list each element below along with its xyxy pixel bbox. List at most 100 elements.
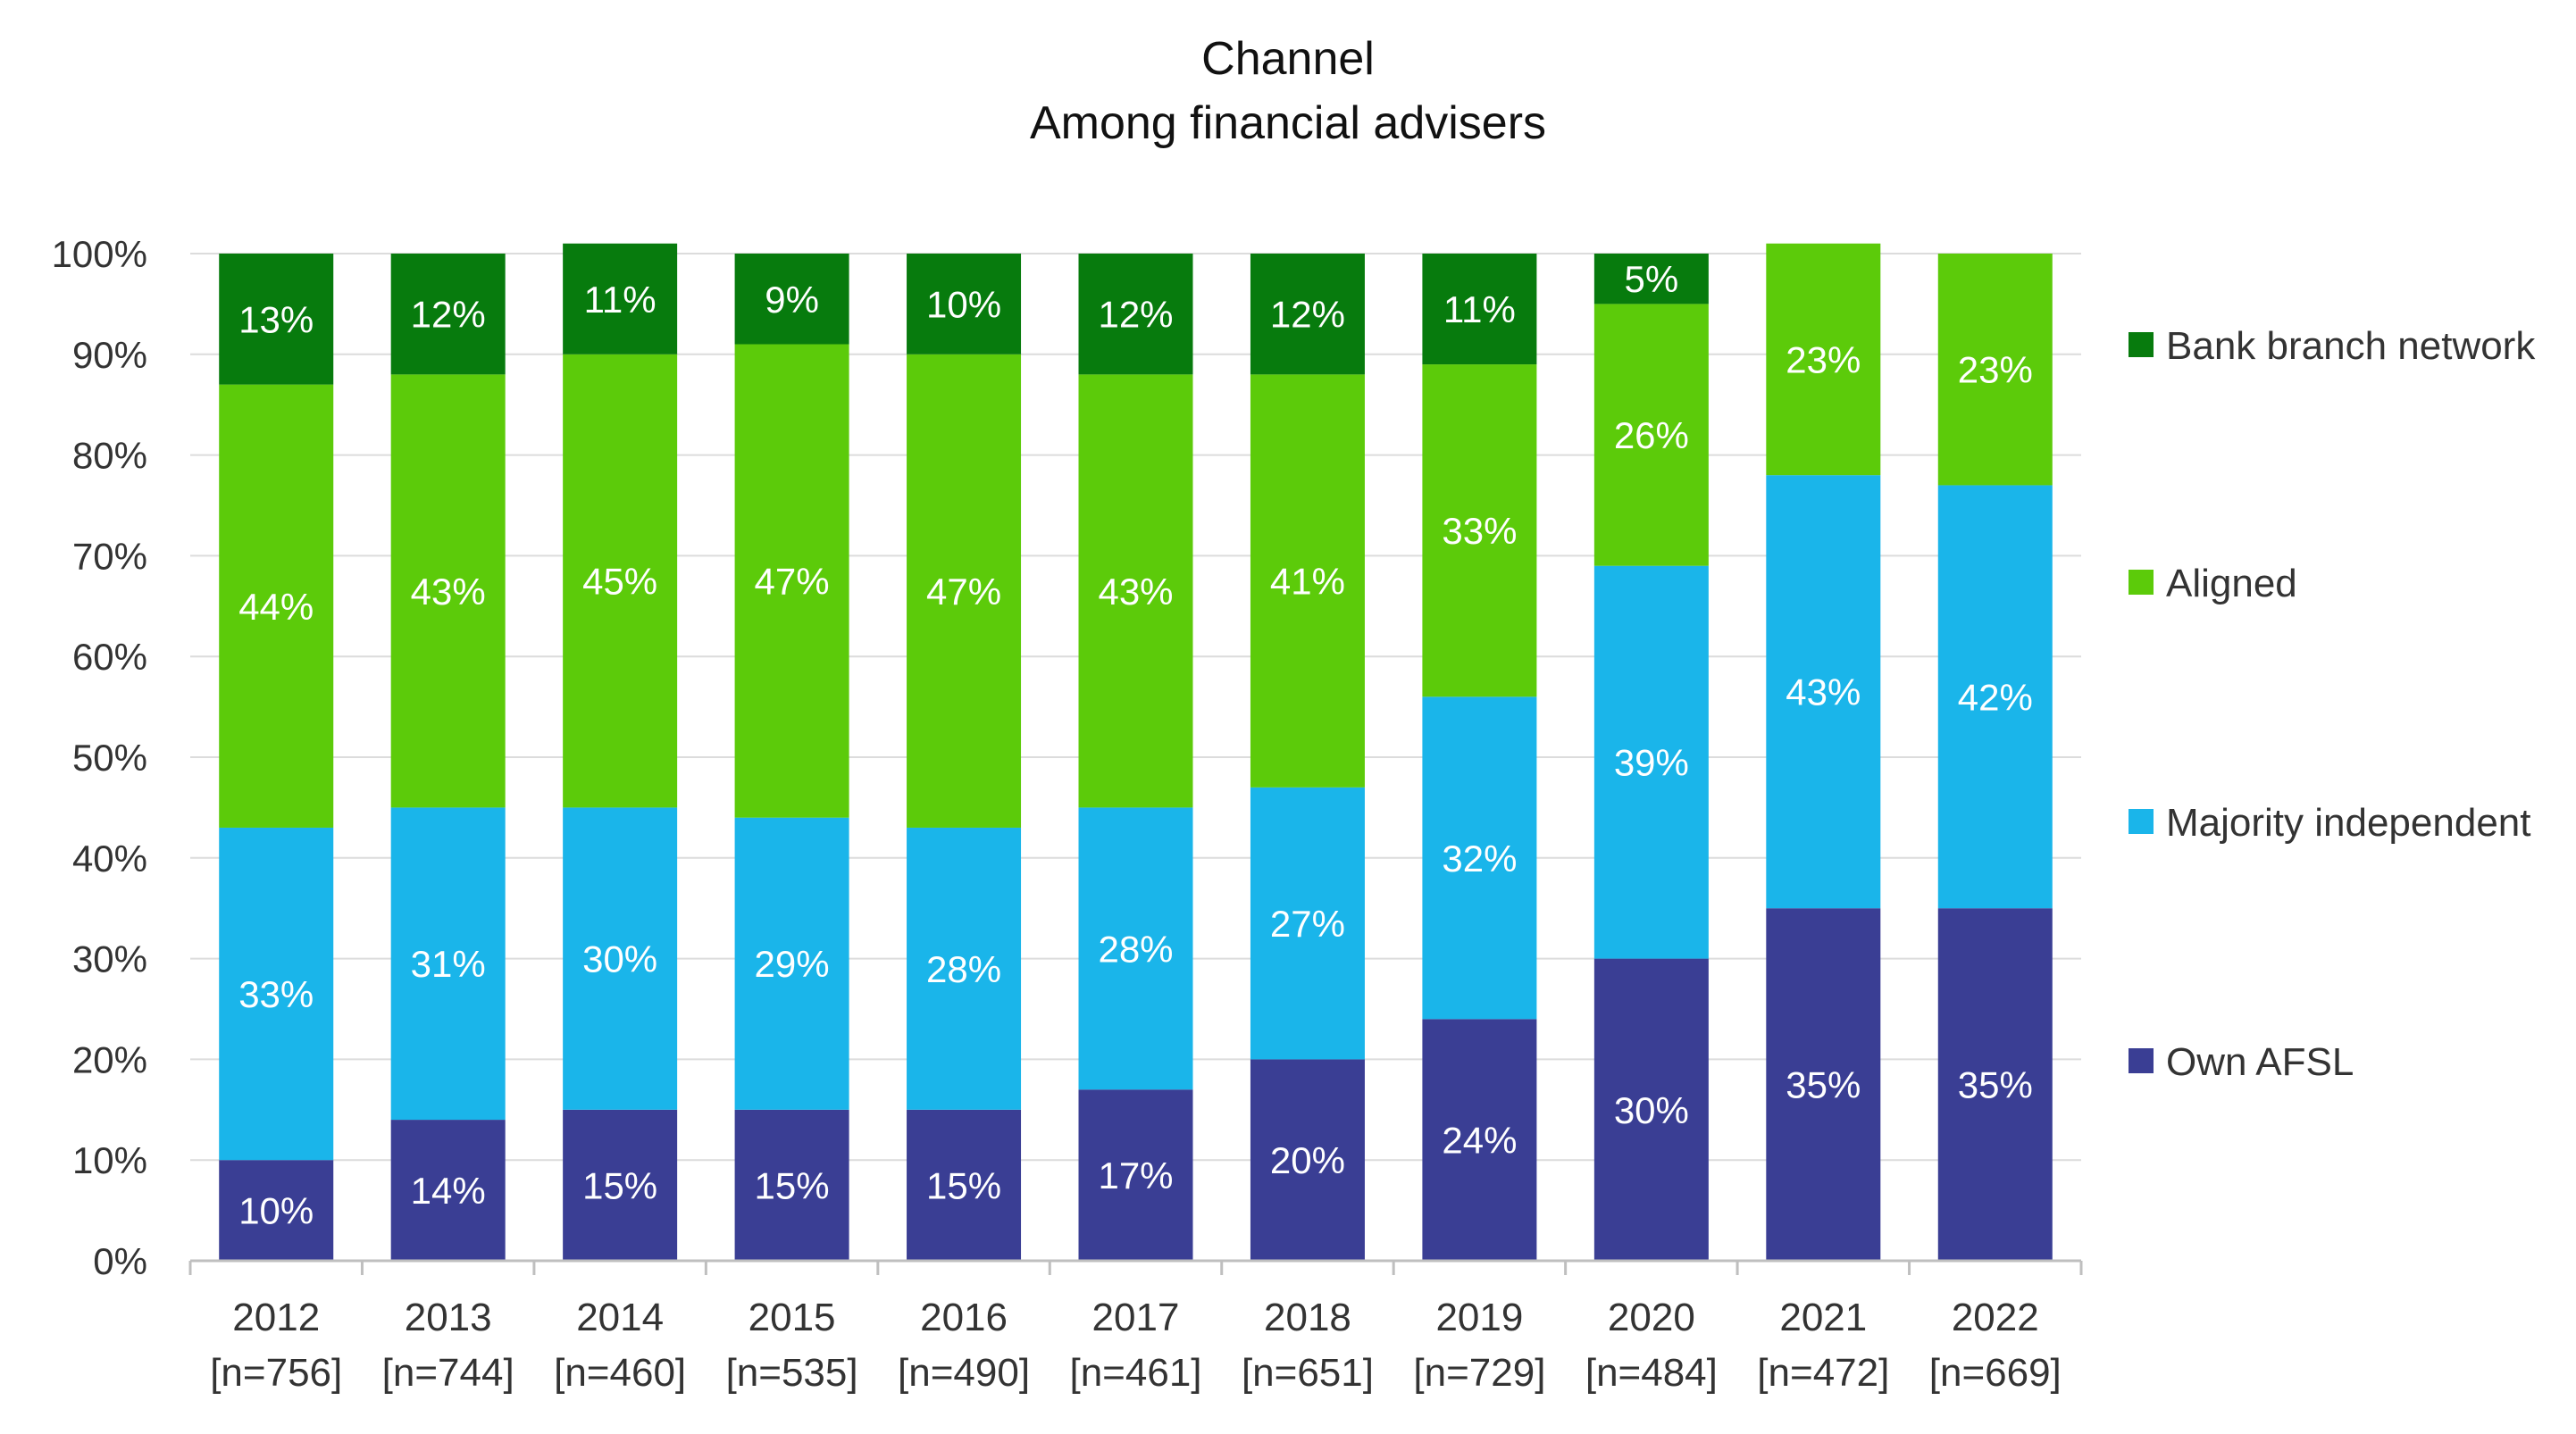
bar-segment bbox=[1250, 1059, 1365, 1261]
data-label: 11% bbox=[584, 279, 657, 321]
legend-label: Own AFSL bbox=[2166, 1040, 2354, 1084]
data-label: 30% bbox=[582, 938, 657, 980]
data-label: 44% bbox=[238, 586, 314, 628]
data-label: 47% bbox=[926, 571, 1001, 613]
x-tick-label: 2016 bbox=[920, 1296, 1008, 1339]
data-label: 33% bbox=[1442, 510, 1517, 552]
bar-segment bbox=[1937, 485, 2053, 909]
y-tick-label: 20% bbox=[72, 1038, 147, 1080]
chart-title: Channel bbox=[1201, 33, 1375, 85]
legend-label: Majority independent bbox=[2166, 801, 2530, 845]
bar-segment bbox=[1766, 243, 1881, 476]
legend-swatch bbox=[2129, 332, 2154, 357]
data-label: 15% bbox=[582, 1164, 657, 1206]
data-label: 11% bbox=[1443, 288, 1516, 330]
bar-segment bbox=[1422, 254, 1537, 365]
x-tick-sample-size: [n=744] bbox=[382, 1351, 514, 1395]
x-tick-label: 2014 bbox=[576, 1296, 664, 1339]
data-label: 42% bbox=[1958, 676, 2033, 718]
x-tick-label: 2020 bbox=[1608, 1296, 1695, 1339]
bar-segment bbox=[219, 254, 334, 385]
y-tick-label: 60% bbox=[72, 636, 147, 678]
x-tick-label: 2013 bbox=[405, 1296, 492, 1339]
bar-segment bbox=[1078, 807, 1193, 1090]
bar-segment bbox=[1250, 787, 1365, 1060]
data-label: 33% bbox=[238, 973, 314, 1015]
bar-segment bbox=[1422, 364, 1537, 697]
x-tick-sample-size: [n=535] bbox=[726, 1351, 858, 1395]
y-tick-label: 70% bbox=[72, 535, 147, 577]
x-tick-sample-size: [n=669] bbox=[1929, 1351, 2062, 1395]
x-tick-label: 2017 bbox=[1092, 1296, 1180, 1339]
y-tick-label: 50% bbox=[72, 737, 147, 779]
x-tick-sample-size: [n=461] bbox=[1069, 1351, 1201, 1395]
data-label: 43% bbox=[1786, 671, 1861, 713]
data-label: 17% bbox=[1098, 1155, 1173, 1196]
bar-segment bbox=[1937, 908, 2053, 1261]
chart-subtitle: Among financial advisers bbox=[1029, 97, 1547, 149]
data-label: 10% bbox=[238, 1190, 314, 1232]
bar-segment bbox=[907, 827, 1022, 1110]
bar-segment bbox=[1593, 304, 1709, 566]
data-label: 27% bbox=[1270, 903, 1345, 945]
bar-segment bbox=[1766, 475, 1881, 909]
bar-segment bbox=[1593, 254, 1709, 304]
y-tick-label: 80% bbox=[72, 435, 147, 477]
data-label: 31% bbox=[411, 943, 486, 985]
x-tick-label: 2022 bbox=[1952, 1296, 2039, 1339]
data-label: 35% bbox=[1786, 1064, 1861, 1106]
bar-segment bbox=[1078, 374, 1193, 808]
bar-segment bbox=[1766, 908, 1881, 1261]
data-label: 5% bbox=[1625, 258, 1679, 300]
x-tick-sample-size: [n=484] bbox=[1585, 1351, 1718, 1395]
x-tick-sample-size: [n=651] bbox=[1242, 1351, 1374, 1395]
data-label: 13% bbox=[238, 298, 314, 340]
data-label: 12% bbox=[411, 294, 486, 336]
legend-swatch bbox=[2129, 570, 2154, 595]
x-tick-label: 2021 bbox=[1779, 1296, 1867, 1339]
data-label: 12% bbox=[1098, 294, 1173, 336]
x-tick-sample-size: [n=472] bbox=[1757, 1351, 1889, 1395]
x-tick-sample-size: [n=490] bbox=[898, 1351, 1030, 1395]
data-label: 43% bbox=[411, 571, 486, 613]
legend-swatch bbox=[2129, 809, 2154, 834]
bar-segment bbox=[219, 1160, 334, 1261]
bar-segment bbox=[563, 354, 678, 808]
bar-segment bbox=[390, 254, 506, 375]
x-tick-label: 2018 bbox=[1264, 1296, 1351, 1339]
data-label: 32% bbox=[1442, 838, 1517, 880]
bar-segment bbox=[563, 807, 678, 1110]
y-tick-label: 90% bbox=[72, 334, 147, 376]
bar-segment bbox=[219, 827, 334, 1161]
bar-segment bbox=[1250, 374, 1365, 788]
bar-segment bbox=[219, 384, 334, 828]
data-label: 29% bbox=[755, 943, 830, 985]
data-label: 20% bbox=[1270, 1139, 1345, 1181]
data-label: 39% bbox=[1614, 742, 1689, 784]
data-label: 12% bbox=[1270, 294, 1345, 336]
bar-segment bbox=[734, 1109, 849, 1261]
x-tick-label: 2019 bbox=[1435, 1296, 1523, 1339]
bar-segment bbox=[907, 254, 1022, 354]
x-tick-label: 2015 bbox=[749, 1296, 836, 1339]
bar-segment bbox=[390, 374, 506, 808]
bar-segment bbox=[1422, 696, 1537, 1020]
bar-segment bbox=[734, 344, 849, 818]
legend-label: Aligned bbox=[2166, 562, 2297, 605]
data-label: 26% bbox=[1614, 414, 1689, 456]
bar-segment bbox=[907, 1109, 1022, 1261]
y-tick-label: 10% bbox=[72, 1139, 147, 1181]
bar-segment bbox=[907, 354, 1022, 828]
bar-segment bbox=[563, 1109, 678, 1261]
y-tick-label: 40% bbox=[72, 838, 147, 880]
chart-title-block: Channel Among financial advisers bbox=[0, 27, 2576, 155]
bar-segment bbox=[563, 243, 678, 354]
bar-segment bbox=[1937, 254, 2053, 486]
data-label: 45% bbox=[582, 561, 657, 603]
bar-segment bbox=[1250, 254, 1365, 375]
y-tick-label: 30% bbox=[72, 938, 147, 980]
x-tick-label: 2012 bbox=[232, 1296, 320, 1339]
data-label: 15% bbox=[926, 1164, 1001, 1206]
bar-segment bbox=[1078, 254, 1193, 375]
